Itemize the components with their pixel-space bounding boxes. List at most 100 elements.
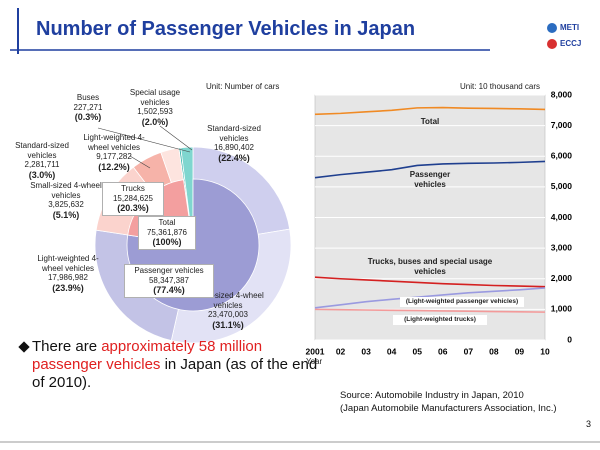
connectors (97, 125, 193, 169)
x-tick-label: 2001 (306, 346, 325, 356)
slice-percent: (77.4%) (153, 285, 185, 295)
slice-name: Buses (76, 93, 100, 102)
slice-percent: (2.0%) (141, 116, 169, 127)
slice-name: Special usage vehicles (129, 88, 181, 107)
source: Source: Automobile Industry in Japan, 20… (340, 389, 557, 415)
total-label: Total 75,361,876 (100%) (138, 216, 196, 250)
slice-value: 16,890,402 (213, 143, 255, 152)
slice-value: 15,284,625 (112, 193, 154, 203)
slice-name: Light-weighted 4-wheel vehicles (83, 133, 145, 152)
slice-name: Small-sized 4-wheel vehicles (30, 181, 102, 200)
y-tick-label: 8,000 (551, 89, 573, 99)
series-name: Trucks, buses and special usage vehicles (367, 257, 493, 276)
slice-name: Standard-sized vehicles (207, 124, 261, 143)
connector (159, 125, 193, 151)
series-label: Total (400, 117, 460, 127)
bullet-text: There are approximately 58 million passe… (18, 338, 320, 392)
logo-text: METI (560, 23, 580, 32)
series-name: Passenger vehicles (409, 170, 451, 189)
slice-label: Passenger vehicles 58,347,387 (77.4%) (124, 264, 214, 298)
series-name: (Light-weighted trucks) (404, 316, 476, 323)
slice-percent: (20.3%) (117, 203, 149, 213)
unit-label: Unit: Number of cars (206, 82, 280, 91)
series-label: Passenger vehicles (395, 170, 465, 190)
y-tick-label: 0 (567, 334, 572, 344)
y-tick-label: 1,000 (551, 304, 573, 314)
logo-icon (547, 23, 557, 33)
text: in Japan (as of the end of 2010). (32, 356, 318, 391)
total-value: 75,361,876 (146, 227, 188, 237)
total-percent: (100%) (152, 237, 182, 247)
slice-label: Light-weighted 4-wheel vehicles 17,986,98… (32, 254, 104, 294)
connector (97, 127, 191, 153)
y-tick-label: 2,000 (551, 273, 573, 283)
bullet-line: There are approximately 58 million passe… (32, 338, 320, 392)
x-tick-label: 05 (412, 346, 422, 356)
slice-value: 2,281,711 (24, 160, 60, 169)
slice-value: 1,502,593 (137, 107, 173, 116)
unit-label: Unit: 10 thousand cars (460, 82, 541, 91)
slice-label: Small-sized 4-wheel vehicles 3,825,632 (5.… (30, 181, 102, 221)
slice-label: Trucks 15,284,625 (20.3%) (102, 182, 164, 216)
text: There are (32, 338, 102, 355)
slice-value: 227,271 (73, 102, 103, 112)
slice-value: 17,986,982 (47, 273, 89, 282)
highlight: approximately 58 million passenger vehic… (32, 338, 263, 373)
slice-label: Small-sized 4-wheel vehicles 23,470,003 (3… (187, 291, 269, 331)
slice-value: 58,347,387 (148, 275, 190, 285)
series-label: Trucks, buses and special usage vehicles (365, 257, 495, 277)
source-line: Source: Automobile Industry in Japan, 20… (340, 390, 524, 401)
series-line (314, 287, 546, 309)
series-name: (Light-weighted passenger vehicles) (405, 298, 519, 305)
slice-name: Small-sized 4-wheel vehicles (192, 291, 264, 310)
slice-value: 9,177,282 (96, 152, 132, 161)
slice-percent: (22.4%) (218, 152, 250, 163)
slice-name: Standard-sized vehicles (15, 141, 69, 160)
connector (129, 155, 151, 169)
series-line (314, 160, 546, 179)
slice-percent: (23.9%) (52, 282, 84, 293)
x-axis-label: Year (306, 357, 323, 366)
slice-label: Light-weighted 4-wheel vehicles 9,177,282… (83, 133, 145, 173)
bullet-marker (18, 341, 30, 353)
series-name: Total (420, 117, 440, 126)
slice-label: Standard-sized vehicles 16,890,402 (22.4%) (199, 124, 269, 164)
y-tick-label: 5,000 (551, 181, 573, 191)
x-tick-label: 08 (489, 346, 499, 356)
x-tick-label: 09 (515, 346, 525, 356)
x-tick-label: 03 (361, 346, 371, 356)
slice-label: Buses 227,271 (0.3%) (63, 93, 113, 123)
slice-percent: (12.2%) (98, 161, 130, 172)
slide-title: Number of Passenger Vehicles in Japan (36, 18, 416, 40)
series-label: (Light-weighted passenger vehicles) (400, 297, 524, 307)
slice-label: Special usage vehicles 1,502,593 (2.0%) (118, 88, 192, 128)
x-tick-label: 02 (336, 346, 346, 356)
series-line (314, 308, 546, 313)
total-name: Total (158, 218, 176, 227)
page-number: 3 (586, 419, 592, 429)
slice-value: 23,470,003 (207, 310, 249, 319)
slice-name: Light-weighted 4-wheel vehicles (37, 254, 99, 273)
x-tick-label: 04 (387, 346, 397, 356)
slice-percent: (31.1%) (212, 319, 244, 330)
series-label: (Light-weighted trucks) (393, 315, 487, 325)
x-tick-label: 07 (464, 346, 474, 356)
x-tick-label: 06 (438, 346, 448, 356)
y-tick-label: 4,000 (551, 212, 573, 222)
slice-percent: (0.3%) (74, 112, 102, 122)
slice-percent: (3.0%) (28, 169, 56, 180)
source-line: (Japan Automobile Manufacturers Associat… (340, 403, 557, 414)
slice-name: Trucks (121, 184, 145, 193)
x-tick-label: 10 (540, 346, 550, 356)
series-line (314, 276, 546, 288)
y-tick-label: 7,000 (551, 120, 573, 130)
logo-text: ECCJ (560, 39, 582, 48)
slice-percent: (5.1%) (52, 209, 80, 220)
y-tick-label: 6,000 (551, 151, 573, 161)
slice-name: Passenger vehicles (134, 266, 204, 275)
series-line (314, 106, 546, 116)
logo-icon (547, 39, 557, 49)
slice-value: 3,825,632 (48, 200, 84, 209)
slice-label: Standard-sized vehicles 2,281,711 (3.0%) (3, 141, 81, 181)
